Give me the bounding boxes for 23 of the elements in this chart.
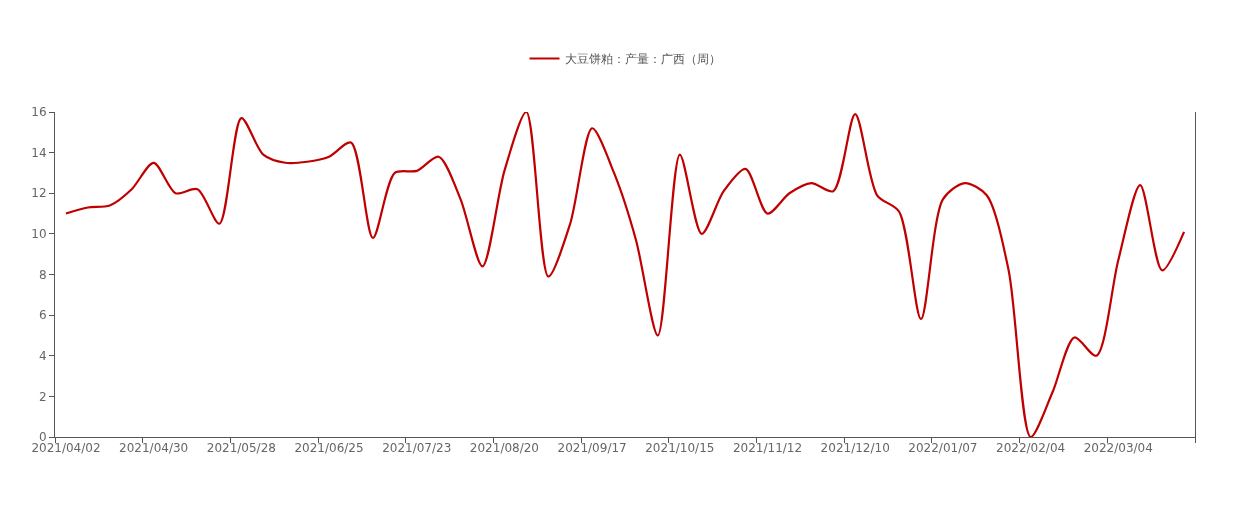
legend-label: 大豆饼粕：产量：广西（周） [564, 52, 721, 67]
x-tick-label: 2021/11/12 [732, 441, 803, 456]
x-tick-label: 2022/02/04 [995, 441, 1066, 456]
y-tick-label: 14 [31, 145, 47, 160]
x-tick-label: 2021/07/23 [382, 441, 452, 456]
y-tick-label: 16 [31, 105, 47, 120]
line-series [64, 112, 1186, 437]
x-tick-label: 2021/08/20 [469, 441, 540, 456]
x-tick-label: 2021/04/30 [119, 441, 189, 456]
x-tick-label: 2022/03/04 [1083, 441, 1153, 456]
y-tick-label: 6 [38, 308, 47, 323]
x-tick-label: 2021/06/25 [294, 441, 364, 456]
x-tick-label: 2022/01/07 [908, 441, 978, 456]
y-tick-label: 8 [38, 267, 47, 282]
x-tick-label: 2021/12/10 [820, 441, 890, 456]
y-tick-label: 4 [38, 348, 47, 363]
x-tick-label: 2021/10/15 [645, 441, 715, 456]
y-tick-label: 12 [31, 186, 47, 201]
x-tick-label: 2021/05/28 [206, 441, 276, 456]
x-tick-label: 2021/04/02 [31, 441, 101, 456]
x-tick-label: 2021/09/17 [557, 441, 627, 456]
y-tick-label: 2 [38, 389, 47, 404]
y-tick-label: 10 [31, 227, 47, 242]
